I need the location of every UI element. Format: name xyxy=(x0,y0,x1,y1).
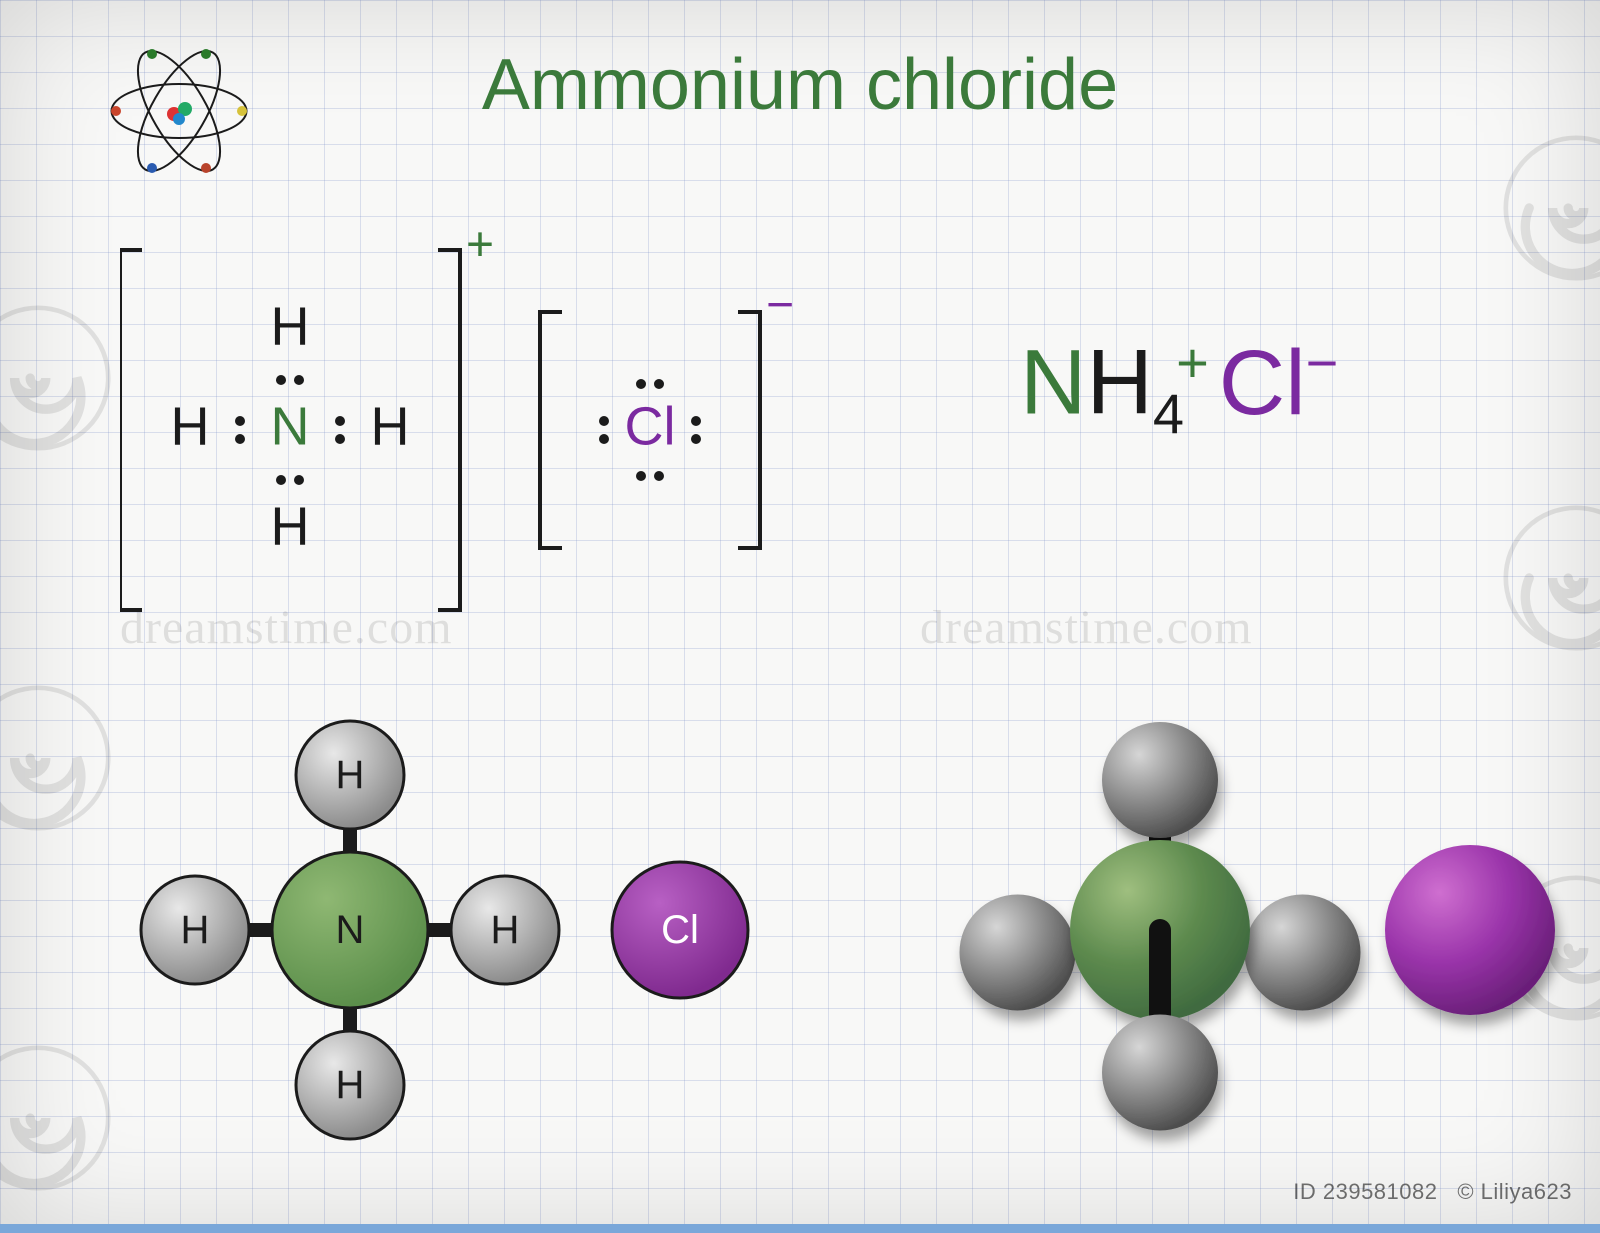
image-author: © Liliya623 xyxy=(1457,1179,1572,1204)
svg-text:H: H xyxy=(271,296,310,356)
lewis-structure: NHHHH+Cl− xyxy=(120,220,840,640)
svg-text:Cl: Cl xyxy=(661,908,699,952)
svg-text:H: H xyxy=(271,496,310,556)
svg-text:H: H xyxy=(371,396,410,456)
ball-stick-model-2d: H H H H N Cl xyxy=(90,700,850,1160)
svg-text:H: H xyxy=(336,1063,365,1107)
diagram-stage: Ammonium chloride dreamstime.comdreamsti… xyxy=(0,0,1600,1233)
svg-text:N: N xyxy=(336,908,365,952)
space-filling-model-3d xyxy=(930,700,1570,1160)
svg-text:H: H xyxy=(491,908,520,952)
compound-title: Ammonium chloride xyxy=(482,44,1118,126)
svg-text:N: N xyxy=(271,396,310,456)
svg-text:H: H xyxy=(171,396,210,456)
svg-text:+: + xyxy=(466,220,494,272)
image-id: ID 239581082 xyxy=(1293,1179,1437,1204)
bottom-accent-bar xyxy=(0,1224,1600,1233)
svg-text:H: H xyxy=(336,753,365,797)
svg-text:Cl: Cl xyxy=(625,396,676,456)
atom-icon xyxy=(104,36,254,186)
svg-text:−: − xyxy=(766,279,794,332)
chemical-formula: NH4+Cl− xyxy=(1020,330,1338,446)
image-credit: ID 239581082 © Liliya623 xyxy=(1293,1179,1572,1205)
svg-text:H: H xyxy=(181,908,210,952)
